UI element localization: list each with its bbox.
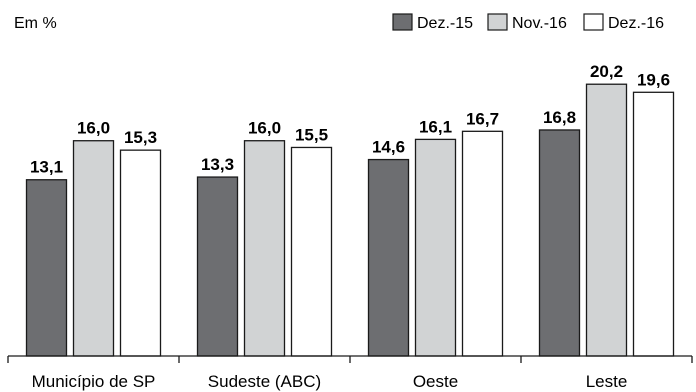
bar-dez-16-oeste xyxy=(461,130,504,357)
bar-dez-15-municipio-de-sp xyxy=(25,179,68,357)
legend-swatch-dez-16 xyxy=(583,13,604,31)
bar-dez-16-leste xyxy=(632,91,675,357)
bar-nov-16-leste xyxy=(585,83,628,357)
x-axis: Município de SP Sudeste (ABC) Oeste Leste xyxy=(7,355,693,391)
value-label: 16,7 xyxy=(466,109,499,128)
value-label: 15,5 xyxy=(295,125,328,144)
legend-swatch-nov-16 xyxy=(487,13,508,31)
bar-dez-16-municipio-de-sp xyxy=(119,149,162,357)
legend-label: Nov.-16 xyxy=(512,15,567,32)
value-label: 14,6 xyxy=(372,138,405,157)
legend-label: Dez.-16 xyxy=(608,15,664,32)
category-label: Oeste xyxy=(413,372,458,391)
value-label: 13,1 xyxy=(30,158,63,177)
bar-dez-16-sudeste-abc xyxy=(290,146,333,357)
category-label: Município de SP xyxy=(32,372,156,391)
category-label: Sudeste (ABC) xyxy=(208,372,321,391)
bar-dez-15-sudeste-abc xyxy=(196,176,239,357)
value-label: 15,3 xyxy=(124,128,157,147)
value-label: 20,2 xyxy=(590,62,623,81)
legend-swatch-dez-15 xyxy=(392,13,413,31)
value-label: 16,0 xyxy=(248,119,281,138)
bar-nov-16-oeste xyxy=(414,138,457,357)
value-label: 19,6 xyxy=(637,70,670,89)
value-label: 13,3 xyxy=(201,155,234,174)
legend: Dez.-15 Nov.-16 Dez.-16 xyxy=(392,13,664,32)
bar-nov-16-municipio-de-sp xyxy=(72,140,115,357)
value-label: 16,8 xyxy=(543,108,576,127)
value-label: 16,0 xyxy=(77,119,110,138)
unit-label: Em % xyxy=(14,15,57,32)
category-label: Leste xyxy=(586,372,628,391)
bars: 13,1 16,0 15,3 13,3 16,0 15,5 14,6 16,1 16,7 16,8… xyxy=(25,62,675,357)
bar-nov-16-sudeste-abc xyxy=(243,140,286,357)
bar-dez-15-leste xyxy=(538,129,581,357)
value-label: 16,1 xyxy=(419,117,452,136)
legend-label: Dez.-15 xyxy=(417,15,473,32)
bar-dez-15-oeste xyxy=(367,158,410,357)
